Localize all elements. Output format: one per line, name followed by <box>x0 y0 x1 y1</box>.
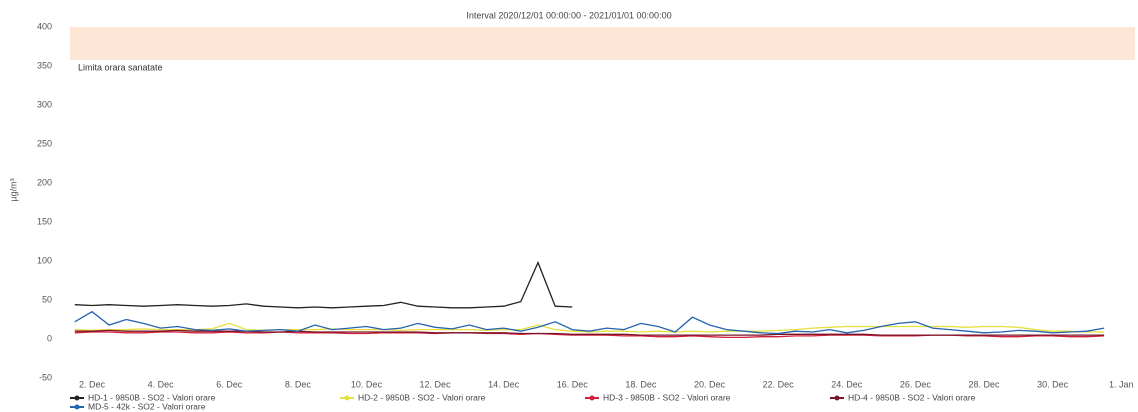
plot-band-label: Limita orara sanatate <box>78 62 163 72</box>
y-tick-label: 150 <box>37 216 52 226</box>
legend-label: HD-3 - 9850B - SO2 - Valori orare <box>603 392 731 402</box>
y-tick-label: 200 <box>37 177 52 187</box>
legend-marker <box>589 395 595 401</box>
plot-band <box>70 27 1135 60</box>
legend-label: MD-5 - 42k - SO2 - Valori orare <box>88 401 206 411</box>
y-tick-label: 300 <box>37 99 52 109</box>
x-tick-label: 24. Dec <box>831 379 863 389</box>
x-tick-label: 26. Dec <box>900 379 932 389</box>
legend-marker <box>74 404 80 410</box>
y-tick-label: 350 <box>37 60 52 70</box>
x-tick-label: 2. Dec <box>79 379 106 389</box>
y-axis-label: µg/m³ <box>8 178 18 201</box>
x-tick-label: 18. Dec <box>625 379 657 389</box>
x-tick-label: 30. Dec <box>1037 379 1069 389</box>
legend-label: HD-4 - 9850B - SO2 - Valori orare <box>848 392 976 402</box>
y-tick-label: -50 <box>39 372 52 382</box>
x-tick-label: 4. Dec <box>148 379 175 389</box>
x-tick-label: 14. Dec <box>488 379 520 389</box>
x-tick-label: 8. Dec <box>285 379 312 389</box>
legend-label: HD-2 - 9850B - SO2 - Valori orare <box>358 392 486 402</box>
x-tick-label: 20. Dec <box>694 379 726 389</box>
y-tick-label: 400 <box>37 21 52 31</box>
series-line <box>74 260 573 309</box>
legend-label: HD-1 - 9850B - SO2 - Valori orare <box>88 392 216 402</box>
chart-title: Interval 2020/12/01 00:00:00 - 2021/01/0… <box>466 10 671 20</box>
y-tick-label: 250 <box>37 138 52 148</box>
legend-marker <box>344 395 350 401</box>
x-tick-label: 28. Dec <box>969 379 1001 389</box>
y-tick-label: 50 <box>42 294 52 304</box>
x-tick-label: 10. Dec <box>351 379 383 389</box>
series-line <box>74 310 1105 335</box>
x-tick-label: 12. Dec <box>420 379 452 389</box>
x-tick-label: 1. Jan <box>1109 379 1134 389</box>
y-tick-label: 100 <box>37 255 52 265</box>
x-tick-label: 22. Dec <box>763 379 795 389</box>
legend-marker <box>834 395 840 401</box>
x-tick-label: 6. Dec <box>216 379 243 389</box>
x-tick-label: 16. Dec <box>557 379 589 389</box>
y-tick-label: 0 <box>47 333 52 343</box>
legend-marker <box>74 395 80 401</box>
series-line <box>74 322 1105 333</box>
